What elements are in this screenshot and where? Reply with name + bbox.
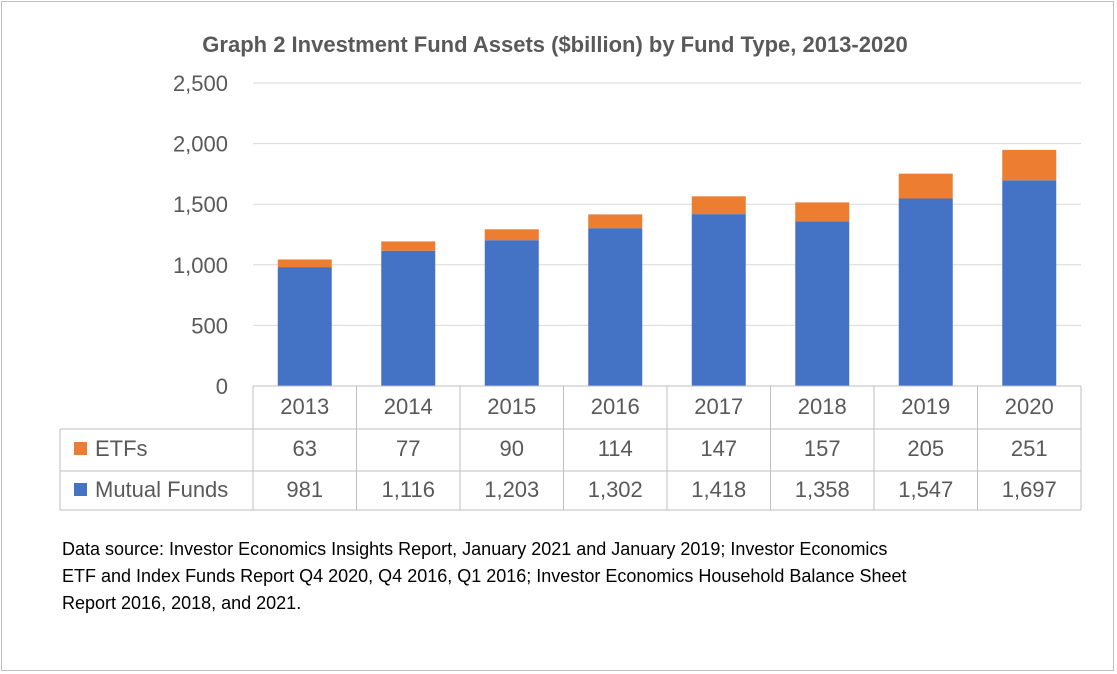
data-label-mutual-funds-2013: 981 [286, 477, 323, 502]
bar-mutual-funds-2019 [898, 198, 953, 386]
y-tick-label-0: 0 [216, 374, 228, 399]
chart-title: Graph 2 Investment Fund Assets ($billion… [202, 32, 908, 57]
bar-mutual-funds-2014 [381, 250, 436, 386]
bar-mutual-funds-2013 [277, 267, 332, 386]
data-label-etfs-2013: 63 [293, 436, 317, 461]
data-label-mutual-funds-2014: 1,116 [382, 477, 435, 502]
bar-etfs-2020 [1002, 149, 1057, 181]
data-label-mutual-funds-2016: 1,302 [588, 477, 643, 502]
x-tick-label-2013: 2013 [280, 394, 329, 419]
x-tick-label-2019: 2019 [901, 394, 950, 419]
data-source-line-1: Data source: Investor Economics Insights… [62, 539, 888, 559]
data-label-mutual-funds-2017: 1,418 [691, 477, 746, 502]
data-label-etfs-2016: 114 [598, 436, 633, 461]
legend-label-mutual-funds: Mutual Funds [95, 477, 228, 502]
data-source-line-2: ETF and Index Funds Report Q4 2020, Q4 2… [62, 566, 907, 586]
data-label-etfs-2015: 90 [500, 436, 524, 461]
bar-etfs-2015 [484, 229, 539, 241]
data-label-mutual-funds-2015: 1,203 [484, 477, 539, 502]
y-tick-label-2000: 2,000 [173, 132, 228, 157]
bar-etfs-2017 [691, 196, 746, 215]
data-label-etfs-2014: 77 [396, 436, 420, 461]
y-tick-label-1000: 1,000 [173, 253, 228, 278]
legend-swatch-etfs [74, 442, 87, 455]
bar-etfs-2013 [277, 259, 332, 268]
data-label-etfs-2019: 205 [907, 436, 944, 461]
legend-swatch-mutual-funds [74, 483, 87, 496]
bar-mutual-funds-2018 [795, 221, 850, 386]
bar-mutual-funds-2017 [691, 214, 746, 386]
data-label-mutual-funds-2018: 1,358 [795, 477, 850, 502]
bar-etfs-2016 [588, 214, 643, 229]
data-label-mutual-funds-2020: 1,697 [1002, 477, 1057, 502]
bar-etfs-2018 [795, 202, 850, 222]
bar-mutual-funds-2016 [588, 228, 643, 386]
bar-mutual-funds-2015 [484, 240, 539, 386]
data-label-mutual-funds-2019: 1,547 [898, 477, 953, 502]
x-tick-label-2014: 2014 [384, 394, 433, 419]
x-tick-label-2020: 2020 [1005, 394, 1054, 419]
data-label-etfs-2020: 251 [1011, 436, 1048, 461]
x-tick-label-2017: 2017 [694, 394, 743, 419]
data-label-etfs-2017: 147 [700, 436, 737, 461]
data-source-note: Data source: Investor Economics Insights… [62, 536, 1072, 617]
legend-label-etfs: ETFs [95, 436, 148, 461]
bar-mutual-funds-2020 [1002, 180, 1057, 386]
x-tick-label-2015: 2015 [487, 394, 536, 419]
x-tick-label-2018: 2018 [798, 394, 847, 419]
y-tick-label-1500: 1,500 [173, 192, 228, 217]
y-tick-label-500: 500 [191, 313, 228, 338]
bar-etfs-2014 [381, 241, 436, 251]
data-label-etfs-2018: 157 [804, 436, 841, 461]
x-tick-label-2016: 2016 [591, 394, 640, 419]
data-source-line-3: Report 2016, 2018, and 2021. [62, 593, 302, 613]
y-tick-label-2500: 2,500 [173, 71, 228, 96]
bar-etfs-2019 [898, 173, 953, 199]
